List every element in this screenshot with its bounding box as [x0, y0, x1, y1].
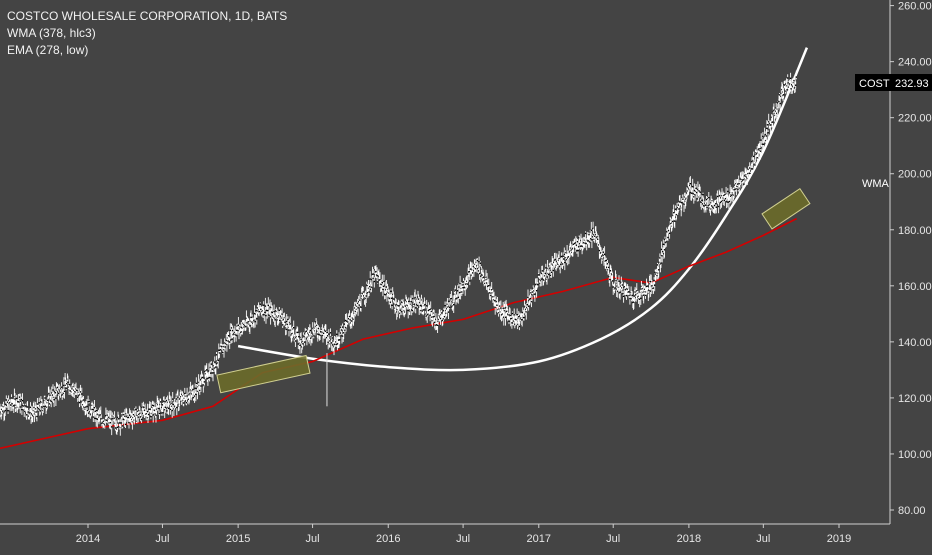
- parabolic-curve: [237, 47, 809, 372]
- x-tick-label: Jul: [155, 533, 169, 545]
- x-tick-label: 2019: [827, 533, 851, 545]
- x-tick-label: 2014: [76, 533, 100, 545]
- annotation-box-1: [216, 354, 311, 394]
- x-tick-label: 2017: [527, 533, 551, 545]
- annotation-box-2: [761, 188, 811, 230]
- y-tick-label: 200.00: [898, 169, 932, 181]
- y-tick-label: 120.00: [898, 393, 932, 405]
- x-tick-label: Jul: [306, 533, 320, 545]
- y-tick-label: 220.00: [898, 113, 932, 125]
- price-badge-bg: [855, 74, 890, 91]
- y-tick-label: 140.00: [898, 337, 932, 349]
- legend-ema: EMA (278, low): [7, 43, 89, 57]
- plot-area[interactable]: [0, 47, 811, 450]
- y-tick-label: 80.00: [898, 505, 926, 517]
- x-tick-label: Jul: [456, 533, 470, 545]
- x-tick-label: Jul: [756, 533, 770, 545]
- y-tick-label: 100.00: [898, 449, 932, 461]
- price-badge-value: 232.93: [895, 78, 929, 90]
- wma-side-label: WMA: [862, 178, 890, 190]
- y-tick-label: 240.00: [898, 57, 932, 69]
- chart-title: COSTCO WHOLESALE CORPORATION, 1D, BATS: [7, 9, 288, 23]
- price-badge-symbol: COST: [859, 78, 890, 90]
- x-tick-label: 2018: [677, 533, 701, 545]
- y-tick-label: 160.00: [898, 281, 932, 293]
- legend: COSTCO WHOLESALE CORPORATION, 1D, BATS W…: [7, 8, 287, 59]
- y-tick-label: 260.00: [898, 1, 932, 13]
- legend-wma: WMA (378, hlc3): [7, 26, 96, 40]
- price-badge: COST 232.93: [855, 74, 932, 91]
- x-tick-label: 2015: [226, 533, 250, 545]
- x-tick-label: Jul: [606, 533, 620, 545]
- y-tick-label: 180.00: [898, 225, 932, 237]
- price-badge-value-bg: [890, 74, 932, 91]
- axes: 80.00 100.00 120.00 140.00 160.00 180.00 200.0…: [76, 1, 932, 545]
- x-tick-label: 2016: [376, 533, 400, 545]
